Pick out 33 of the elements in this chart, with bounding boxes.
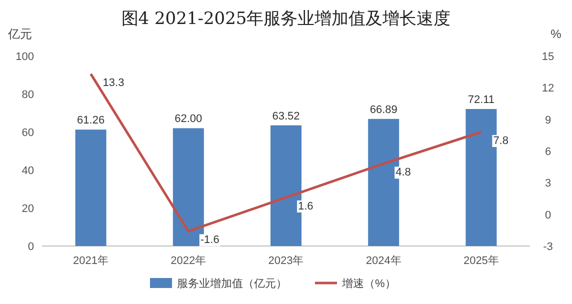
legend-label: 服务业增加值（亿元） bbox=[177, 277, 287, 290]
xtick: 2023年 bbox=[268, 255, 304, 267]
ytick: 60 bbox=[22, 127, 34, 139]
data-label: 72.11 bbox=[468, 94, 495, 106]
ylabel: 亿元 bbox=[8, 27, 32, 41]
ytick: 80 bbox=[22, 89, 34, 101]
data-label: 1.6 bbox=[298, 200, 314, 212]
xtick: 2025年 bbox=[463, 255, 499, 267]
ytick: 20 bbox=[22, 203, 34, 215]
y2tick: 0 bbox=[544, 209, 552, 222]
legend-label: 增速（%） bbox=[341, 277, 396, 290]
y2tick: 3 bbox=[544, 178, 552, 190]
data-label: 13.3 bbox=[102, 76, 124, 89]
xtick: 2022年 bbox=[170, 255, 206, 267]
data-label: 7.8 bbox=[493, 135, 508, 147]
data-label: 63.52 bbox=[272, 110, 300, 122]
data-label: 66.89 bbox=[370, 104, 398, 116]
ytick: 100 bbox=[16, 51, 34, 63]
xtick: 2024年 bbox=[366, 255, 402, 267]
y2label: % bbox=[550, 27, 562, 41]
title: 图4 2021-2025年服务业增加值及增长速度 bbox=[121, 9, 451, 29]
data-label: 61.26 bbox=[77, 114, 105, 127]
y2tick: 9 bbox=[544, 114, 552, 126]
y2tick: 6 bbox=[544, 146, 552, 158]
ytick: 40 bbox=[22, 165, 34, 177]
data-label: 62.00 bbox=[174, 113, 202, 126]
y2tick: 12 bbox=[542, 82, 554, 95]
y2tick: -3 bbox=[543, 241, 553, 253]
data-label: 4.8 bbox=[396, 166, 411, 179]
data-label: -1.6 bbox=[200, 234, 220, 246]
y2tick: 15 bbox=[542, 51, 554, 63]
xtick: 2021年 bbox=[73, 255, 109, 267]
ytick: 0 bbox=[28, 241, 34, 253]
